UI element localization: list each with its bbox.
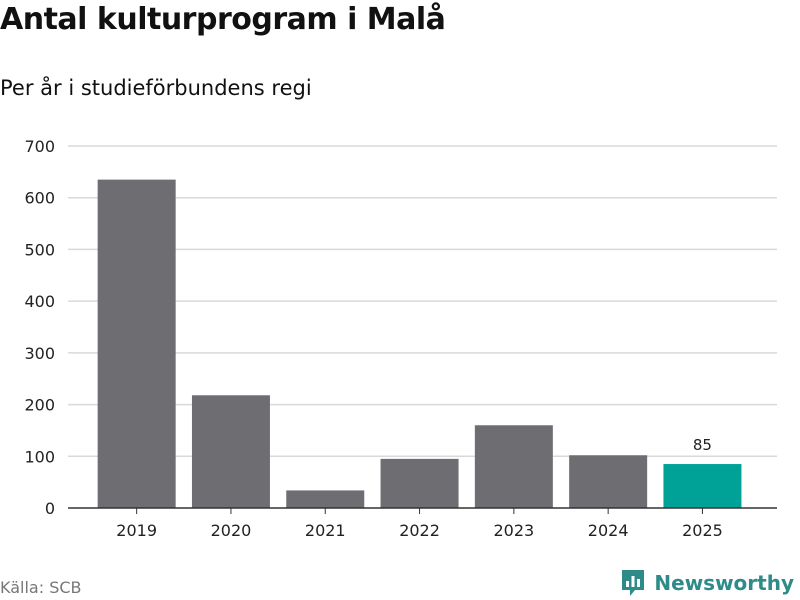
y-tick-label: 500 xyxy=(24,240,55,259)
bar-2021 xyxy=(286,490,365,508)
x-tick-label: 2020 xyxy=(211,521,252,540)
y-axis-ticks: 0 100 200 300 400 500 600 700 xyxy=(24,137,55,518)
x-tick-label: 2021 xyxy=(305,521,346,540)
brand-logo[interactable]: Newsworthy xyxy=(620,568,794,598)
y-tick-label: 400 xyxy=(24,292,55,311)
bar-2023 xyxy=(474,425,553,508)
y-tick-label: 0 xyxy=(45,499,55,518)
bar-2022 xyxy=(380,458,459,508)
brand-name: Newsworthy xyxy=(654,571,794,595)
gridlines xyxy=(68,145,777,458)
y-tick-label: 700 xyxy=(24,137,55,156)
y-tick-label: 600 xyxy=(24,189,55,208)
chart-title: Antal kulturprogram i Malå xyxy=(0,2,446,37)
bar-2025 xyxy=(663,464,742,508)
bar-2020 xyxy=(191,395,270,508)
data-labels: 85 xyxy=(693,436,712,454)
y-tick-label: 100 xyxy=(24,447,55,466)
x-tick-label: 2024 xyxy=(588,521,629,540)
y-tick-label: 300 xyxy=(24,344,55,363)
bar-2019 xyxy=(97,179,176,508)
bar-2024 xyxy=(569,455,648,508)
bars xyxy=(97,179,742,508)
source-note: Källa: SCB xyxy=(0,578,82,597)
y-tick-label: 200 xyxy=(24,396,55,415)
newsworthy-logo-icon xyxy=(622,570,645,596)
x-tick-label: 2023 xyxy=(493,521,534,540)
data-label: 85 xyxy=(693,436,712,454)
x-tick-label: 2019 xyxy=(116,521,157,540)
x-axis-ticks: 2019 2020 2021 2022 2023 2024 2025 xyxy=(68,507,777,540)
x-tick-label: 2022 xyxy=(399,521,440,540)
chart-subtitle: Per år i studieförbundens regi xyxy=(0,76,312,100)
x-tick-label: 2025 xyxy=(682,521,723,540)
